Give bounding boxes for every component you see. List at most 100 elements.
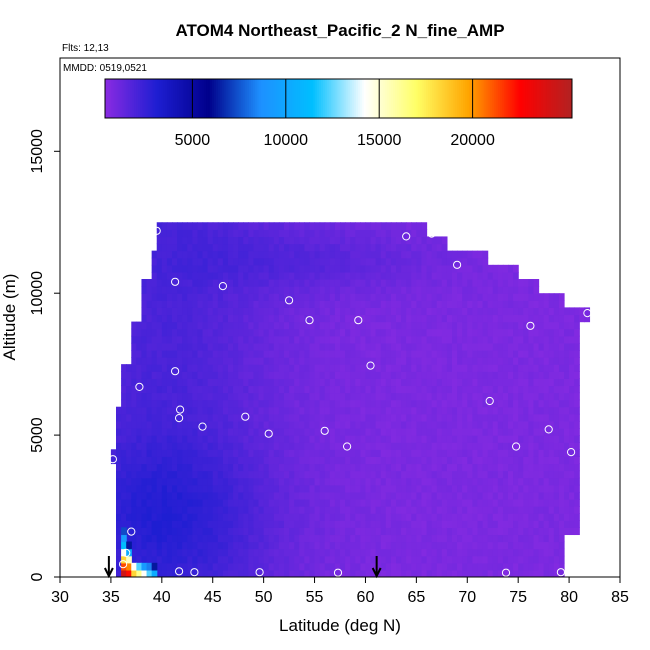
- heatmap-cell: [222, 413, 229, 422]
- heatmap-cell: [161, 435, 168, 443]
- heatmap-cell: [187, 470, 193, 479]
- colorbar-swatch: [369, 79, 373, 118]
- heatmap-cell: [538, 293, 545, 301]
- heatmap-cell: [217, 257, 224, 266]
- heatmap-cell: [564, 349, 570, 358]
- heatmap-cell: [329, 484, 336, 493]
- heatmap-cell: [228, 243, 234, 252]
- heatmap-cell: [177, 413, 183, 422]
- heatmap-cell: [177, 569, 183, 577]
- heatmap-cell: [421, 222, 428, 230]
- heatmap-cell: [462, 392, 468, 401]
- heatmap-cell: [207, 293, 214, 301]
- heatmap-cell: [482, 257, 489, 266]
- heatmap-cell: [513, 264, 519, 273]
- heatmap-cell: [228, 321, 234, 330]
- heatmap-cell: [385, 229, 392, 238]
- heatmap-cell: [416, 222, 423, 230]
- heatmap-cell: [380, 364, 387, 372]
- heatmap-cell: [314, 470, 321, 479]
- heatmap-cell: [482, 279, 489, 287]
- heatmap-cell: [197, 321, 204, 330]
- heatmap-cell: [273, 491, 280, 500]
- heatmap-cell: [492, 279, 499, 287]
- heatmap-cell: [365, 463, 372, 472]
- heatmap-cell: [263, 286, 270, 294]
- colorbar-swatch: [531, 79, 534, 118]
- heatmap-cell: [436, 491, 443, 500]
- colorbar-swatch: [169, 79, 172, 118]
- heatmap-cell: [258, 506, 265, 514]
- heatmap-cell: [390, 349, 397, 358]
- heatmap-cell: [294, 314, 300, 323]
- heatmap-cell: [574, 392, 580, 401]
- heatmap-cell: [329, 271, 336, 280]
- heatmap-cell: [574, 342, 580, 351]
- heatmap-cell: [533, 534, 540, 543]
- heatmap-cell: [116, 428, 122, 436]
- heatmap-cell: [299, 413, 305, 422]
- heatmap-cell: [528, 569, 535, 577]
- heatmap-cell: [574, 335, 580, 344]
- heatmap-cell: [192, 477, 199, 486]
- heatmap-cell: [202, 222, 209, 230]
- heatmap-cell: [182, 484, 188, 493]
- heatmap-cell: [416, 243, 423, 252]
- heatmap-cell: [502, 406, 509, 415]
- heatmap-cell: [177, 293, 183, 301]
- heatmap-cell: [258, 357, 265, 365]
- heatmap-cell: [187, 435, 193, 443]
- heatmap-cell: [380, 286, 387, 294]
- heatmap-cell: [289, 534, 295, 543]
- heatmap-cell: [273, 335, 280, 344]
- heatmap-cell: [370, 328, 377, 337]
- colorbar-swatch: [466, 79, 470, 118]
- heatmap-cell: [569, 378, 575, 387]
- heatmap-cell: [304, 378, 311, 387]
- heatmap-cell: [457, 271, 463, 280]
- hotspot-cell: [121, 534, 127, 543]
- heatmap-cell: [350, 456, 356, 465]
- heatmap-cell: [228, 357, 234, 365]
- heatmap-cell: [441, 236, 448, 245]
- colorbar-swatch: [367, 79, 371, 118]
- heatmap-cell: [436, 541, 443, 550]
- heatmap-cell: [350, 477, 356, 486]
- colorbar-swatch: [241, 79, 244, 118]
- heatmap-cell: [166, 484, 173, 493]
- heatmap-cell: [319, 236, 326, 245]
- heatmap-cell: [268, 314, 275, 323]
- heatmap-cell: [431, 364, 438, 372]
- colorbar-swatch: [260, 79, 264, 118]
- heatmap-cell: [319, 314, 326, 323]
- heatmap-cell: [278, 435, 285, 443]
- heatmap-cell: [284, 527, 290, 536]
- heatmap-cell: [411, 385, 417, 394]
- heatmap-cell: [243, 314, 249, 323]
- heatmap-cell: [340, 264, 346, 273]
- colorbar-swatch: [500, 79, 503, 118]
- heatmap-cell: [304, 243, 311, 252]
- heatmap-cell: [553, 435, 560, 443]
- heatmap-cell: [329, 314, 336, 323]
- heatmap-cell: [136, 491, 143, 500]
- heatmap-cell: [477, 513, 484, 521]
- heatmap-cell: [411, 250, 417, 259]
- heatmap-cell: [462, 534, 468, 543]
- heatmap-cell: [253, 286, 260, 294]
- heatmap-cell: [457, 491, 463, 500]
- heatmap-cell: [538, 456, 545, 465]
- heatmap-cell: [441, 456, 448, 465]
- heatmap-cell: [324, 413, 331, 422]
- heatmap-cell: [228, 420, 234, 429]
- heatmap-cell: [304, 527, 311, 536]
- heatmap-cell: [380, 314, 387, 323]
- heatmap-cell: [182, 349, 188, 358]
- heatmap-cell: [258, 420, 265, 429]
- heatmap-cell: [385, 534, 392, 543]
- heatmap-cell: [345, 236, 351, 245]
- heatmap-cell: [248, 257, 255, 266]
- heatmap-cell: [273, 562, 280, 571]
- heatmap-cell: [467, 456, 473, 465]
- heatmap-cell: [431, 286, 438, 294]
